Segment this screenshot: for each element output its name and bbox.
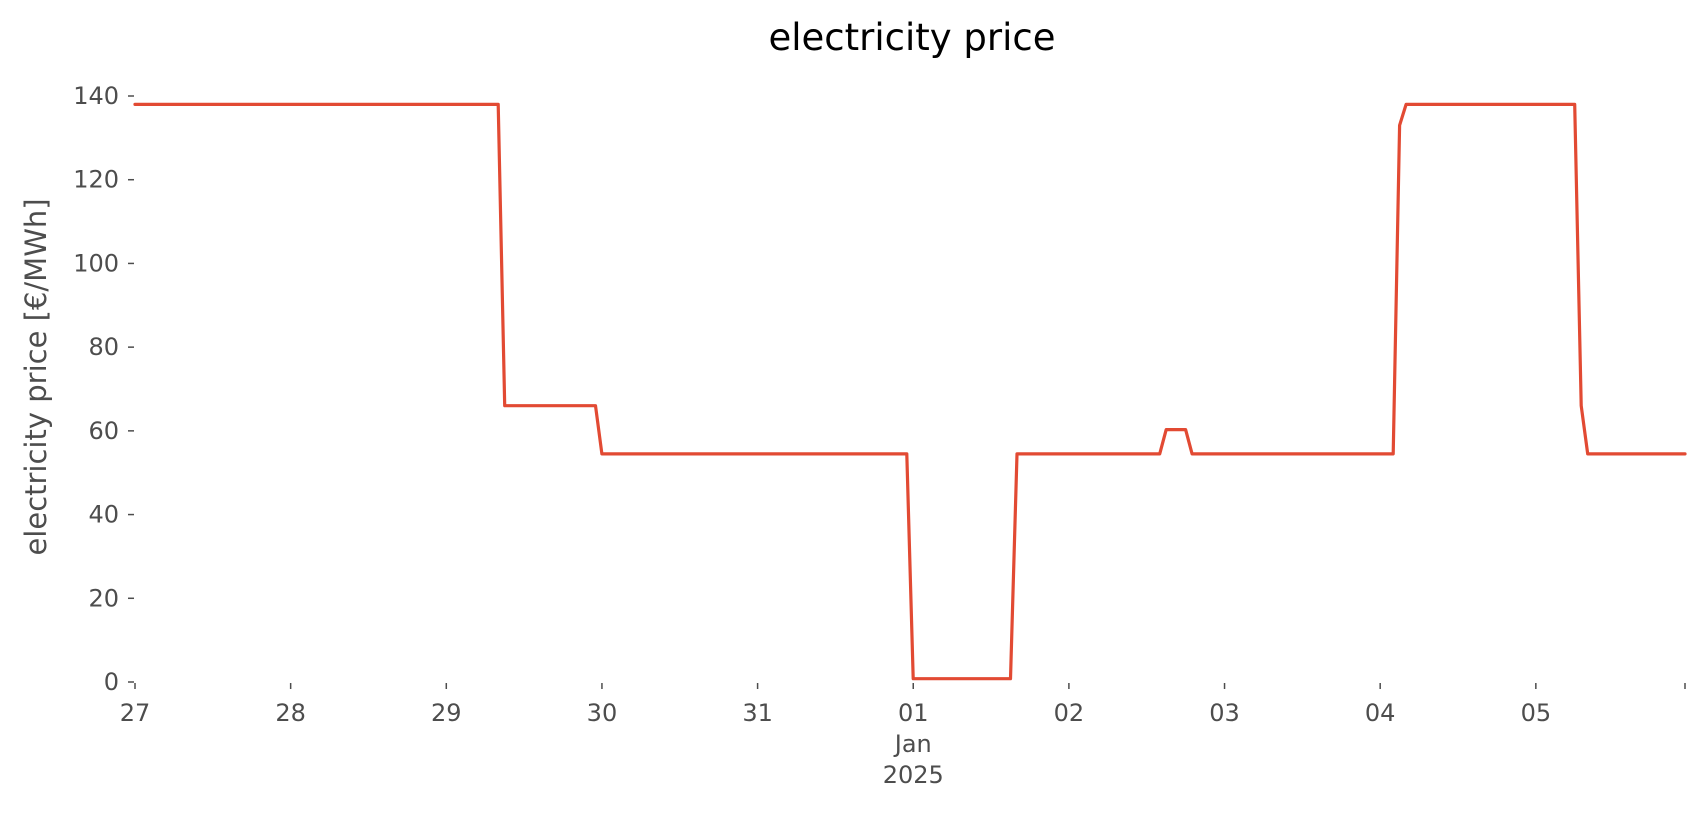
- y-tick-label: 20: [88, 584, 119, 612]
- x-tick-label: 04: [1365, 699, 1396, 727]
- x-tick-label: 01: [898, 699, 929, 727]
- series-line: [133, 102, 1687, 681]
- x-tick-label: 30: [587, 699, 618, 727]
- y-tick-label: 40: [88, 501, 119, 529]
- x-tick-label: 05: [1521, 699, 1552, 727]
- series-group: [133, 102, 1687, 681]
- y-tick-label: 0: [104, 668, 119, 696]
- x-tick-label: 27: [120, 699, 151, 727]
- x-axis: 27 28 29 30 31 01 Jan 2025 02 03 04 05: [120, 683, 1686, 789]
- y-axis: 0 20 40 60 80 100 120 140: [73, 82, 134, 696]
- x-tick-label: 29: [431, 699, 462, 727]
- x-tick-label: 31: [742, 699, 773, 727]
- y-tick-label: 60: [88, 417, 119, 445]
- y-tick-label: 80: [88, 333, 119, 361]
- y-tick-label: 140: [73, 82, 119, 110]
- x-tick-label: 02: [1054, 699, 1085, 727]
- y-tick-label: 100: [73, 249, 119, 277]
- x-tick-sublabel: 2025: [883, 761, 944, 789]
- x-tick-label: 28: [275, 699, 306, 727]
- y-tick-label: 120: [73, 166, 119, 194]
- x-tick-label: 03: [1209, 699, 1240, 727]
- x-tick-sublabel: Jan: [893, 730, 932, 758]
- y-axis-label: electricity price [€/MWh]: [19, 198, 53, 555]
- chart-title: electricity price: [768, 16, 1055, 59]
